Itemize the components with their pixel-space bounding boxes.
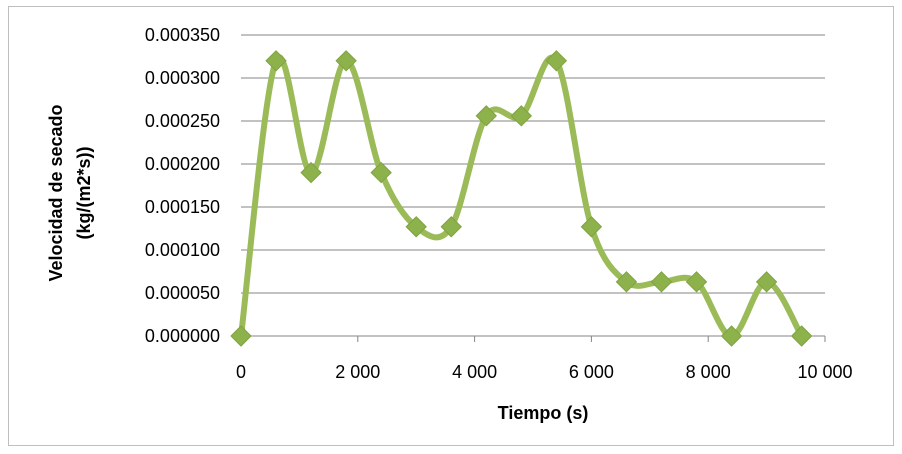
data-point-marker xyxy=(580,216,603,238)
y-axis-title: Velocidad de secado (kg/(m2*s)) xyxy=(46,104,94,281)
data-point-marker xyxy=(685,271,708,293)
x-tick-label: 0 xyxy=(236,362,246,382)
y-tick-label: 0.000150 xyxy=(145,197,220,217)
x-tick-label: 2 000 xyxy=(335,362,380,382)
x-tick-label: 8 000 xyxy=(686,362,731,382)
data-point-marker xyxy=(475,105,497,127)
data-point-marker xyxy=(545,50,568,72)
y-axis-title-line-2: (kg/(m2*s)) xyxy=(74,146,94,239)
grid-lines xyxy=(241,34,825,337)
y-tick-label: 0.000050 xyxy=(145,283,220,303)
data-point-marker xyxy=(300,161,322,184)
data-point-marker xyxy=(720,325,743,347)
x-axis-title: Tiempo (s) xyxy=(498,403,589,423)
y-tick-label: 0.000000 xyxy=(145,326,220,346)
y-tick-label: 0.000300 xyxy=(145,68,220,88)
data-point-marker xyxy=(370,161,392,184)
x-tick-label: 4 000 xyxy=(452,362,497,382)
y-tick-label: 0.000250 xyxy=(145,111,220,131)
series-line-0 xyxy=(238,54,805,339)
data-point-marker xyxy=(510,105,533,127)
data-point-marker xyxy=(265,50,287,72)
data-point-marker xyxy=(790,325,813,347)
x-tick-label: 10 000 xyxy=(797,362,852,382)
y-tick-label: 0.000350 xyxy=(145,25,220,45)
data-point-marker xyxy=(755,271,778,293)
y-tick-label: 0.000100 xyxy=(145,240,220,260)
x-tick-label: 6 000 xyxy=(569,362,614,382)
y-tick-label: 0.000200 xyxy=(145,154,220,174)
data-point-marker xyxy=(335,50,357,72)
data-point-marker xyxy=(440,216,462,238)
y-axis-ticks: 0.000000 0.000050 0.000100 0.000150 0.000200… xyxy=(145,25,220,346)
data-point-marker xyxy=(615,271,638,293)
series-layer xyxy=(230,50,813,347)
x-axis-ticks: 0 2 000 4 000 6 000 8 000 10 000 xyxy=(236,336,853,382)
data-point-marker xyxy=(650,271,673,293)
y-axis-title-line-1: Velocidad de secado xyxy=(46,104,66,281)
data-point-marker xyxy=(230,325,252,347)
data-point-marker xyxy=(405,216,427,238)
